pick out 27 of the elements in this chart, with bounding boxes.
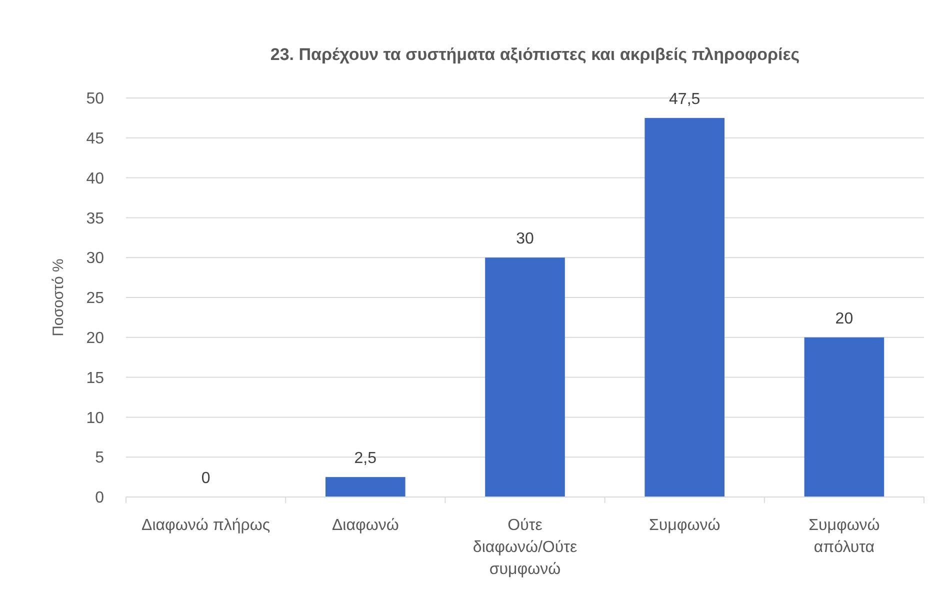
x-tick-label: Συμφωνώ	[648, 517, 720, 534]
x-tick-label: Ούτε διαφωνώ/Ούτε συμφωνώ	[472, 517, 578, 578]
bar	[326, 477, 406, 497]
y-axis-title: Ποσοστό %	[50, 258, 67, 336]
y-tick-label: 20	[86, 330, 104, 347]
y-tick-label: 15	[86, 370, 104, 387]
data-label: 47,5	[669, 90, 700, 108]
y-tick-label: 10	[86, 410, 104, 427]
y-tick-label: 50	[86, 90, 104, 108]
data-label: 0	[201, 470, 210, 487]
y-tick-label: 5	[95, 450, 104, 467]
bar	[485, 258, 565, 497]
data-label: 20	[835, 310, 854, 328]
x-tick-label: Συμφωνώ απόλυτα	[808, 517, 880, 556]
y-tick-label: 25	[86, 290, 104, 308]
y-tick-label: 40	[86, 170, 104, 188]
y-tick-label: 30	[86, 250, 104, 268]
chart-title: 23. Παρέχουν τα συστήματα αξιόπιστες και ακριβείς πληροφορίες	[270, 45, 800, 64]
data-label: 30	[516, 230, 534, 248]
bar	[804, 337, 884, 497]
y-tick-label: 0	[95, 490, 104, 507]
y-tick-label: 35	[86, 210, 104, 228]
x-tick-label: Διαφωνώ πλήρως	[142, 517, 270, 534]
bar	[644, 118, 724, 497]
x-tick-label: Διαφωνώ	[332, 517, 399, 534]
y-tick-label: 45	[86, 130, 104, 148]
data-label: 2,5	[354, 450, 377, 468]
